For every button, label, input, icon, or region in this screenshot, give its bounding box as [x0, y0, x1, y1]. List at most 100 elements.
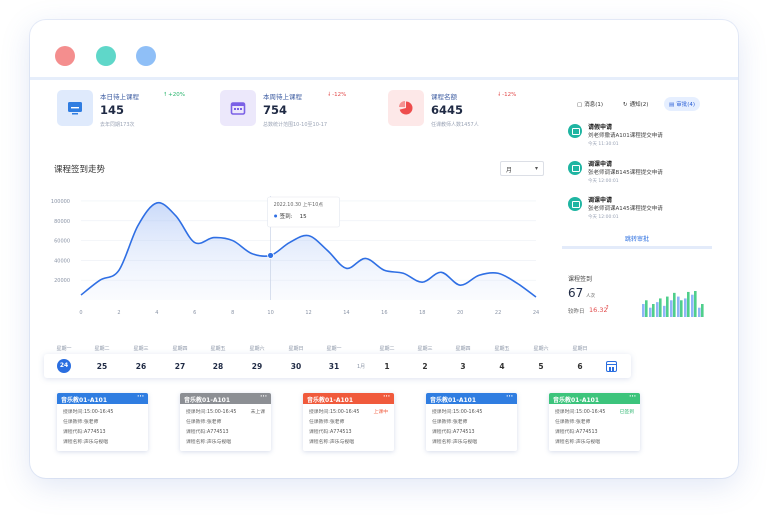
close-window-button[interactable] [55, 46, 75, 66]
date-cell[interactable]: 31 [328, 362, 340, 371]
document-icon: ▤ [669, 102, 675, 108]
more-options-icon[interactable]: ··· [137, 393, 144, 400]
notification-item[interactable]: 调课申请 张老师调课A145课程提交申请 今天 12:00:01 [568, 195, 708, 225]
course-time: 授课时间:15:00-16:45 [309, 408, 359, 415]
more-options-icon[interactable]: ··· [260, 393, 267, 400]
x-tick-label: 0 [79, 310, 82, 316]
notification-time: 今天 12:00:01 [588, 179, 619, 184]
mini-bar [673, 292, 676, 317]
period-select[interactable]: 月 ▾ [500, 161, 544, 176]
date-cell[interactable]: 28 [212, 362, 224, 371]
tab-approvals[interactable]: ▤ 审批(4) [664, 97, 700, 111]
date-cell[interactable]: 5 [538, 362, 544, 371]
field-label: 课程代码: [432, 430, 453, 435]
field-value: 声乐与视唱 [330, 440, 354, 445]
x-tick-label: 10 [267, 310, 273, 316]
approval-icon [568, 124, 582, 138]
field-label: 任课教师: [432, 420, 453, 425]
course-code: 课程代码:A774513 [432, 428, 475, 435]
weekday-label: 星期二 [379, 346, 395, 352]
signin-bar-chart [642, 291, 704, 317]
field-value: 张老师 [330, 420, 345, 425]
more-options-icon[interactable]: ··· [383, 393, 390, 400]
y-tick-label: 100000 [51, 199, 70, 205]
course-title: 音乐教01-A101 [430, 397, 477, 404]
mini-bar [663, 305, 666, 317]
course-card[interactable]: 音乐教01-A101 ··· 已签到 授课时间:15:00-16:45 任课教师:张老师… [549, 393, 640, 451]
course-title: 音乐教01-A101 [184, 397, 231, 404]
notification-item[interactable]: 调课申请 张老师调课B145课程提交申请 今天 12:00:01 [568, 159, 708, 189]
more-options-icon[interactable]: ··· [506, 393, 513, 400]
field-value: 15:00-16:45 [576, 410, 606, 415]
weekday-label: 星期一 [56, 346, 72, 352]
course-teacher: 任课教师:张老师 [432, 418, 467, 425]
course-time: 授课时间:15:00-16:45 [186, 408, 236, 415]
course-name: 课程名称:声乐与视唱 [555, 438, 600, 445]
date-cell[interactable]: 29 [251, 362, 263, 371]
field-label: 课程代码: [186, 430, 207, 435]
field-label: 任课教师: [186, 420, 207, 425]
date-cell[interactable]: 25 [96, 362, 108, 371]
field-value: 张老师 [84, 420, 99, 425]
x-tick-label: 18 [419, 310, 425, 316]
stat-week-courses: 本周待上课程 754 总数统计范围10-10至10-17 🠗 -12% [220, 87, 370, 143]
field-label: 课程名称: [432, 440, 453, 445]
tab-messages[interactable]: ▢ 消息(1) [577, 102, 603, 108]
maximize-window-button[interactable] [136, 46, 156, 66]
y-tick-label: 60000 [54, 239, 70, 245]
mini-bar [684, 298, 687, 317]
x-tick-label: 22 [495, 310, 501, 316]
date-cell[interactable]: 27 [174, 362, 186, 371]
course-code: 课程代码:A774513 [555, 428, 598, 435]
signin-summary: 课程签到 67 人次 较昨日 16.32 ↑ [568, 273, 708, 323]
minimize-window-button[interactable] [96, 46, 116, 66]
field-value: 声乐与视唱 [84, 440, 108, 445]
stat-course-quota: 课程名额 6445 任课教师人数1457人 🠗 -12% [388, 87, 528, 143]
date-cell[interactable]: 6 [577, 362, 583, 371]
x-tick-label: 4 [155, 310, 158, 316]
notification-title: 调课申请 [588, 197, 613, 204]
weekday-label: 星期五 [210, 346, 226, 352]
date-cell[interactable]: 4 [499, 362, 505, 371]
course-code: 课程代码:A774513 [186, 428, 229, 435]
field-label: 课程代码: [63, 430, 84, 435]
mini-bar [649, 307, 652, 317]
field-value: 张老师 [453, 420, 468, 425]
y-tick-label: 80000 [54, 219, 70, 225]
notification-item[interactable]: 请假申请 刘老师撒请A101课程提交申请 今天 11:30:01 [568, 122, 708, 152]
notification-title: 请假申请 [588, 124, 613, 131]
course-card[interactable]: 音乐教01-A101 ··· 未上课 授课时间:15:00-16:45 任课教师:张老师… [180, 393, 271, 451]
course-card-header: 音乐教01-A101 ··· [303, 393, 394, 404]
date-cell[interactable]: 24 [57, 359, 71, 373]
tooltip-date: 2022.10.30 上午10点 [274, 201, 324, 208]
course-code: 课程代码:A774513 [309, 428, 352, 435]
series-area [81, 202, 536, 300]
mini-bar [698, 307, 701, 317]
course-card[interactable]: 音乐教01-A101 ··· 上课中 授课时间:15:00-16:45 任课教师:张老师… [303, 393, 394, 451]
course-name: 课程名称:声乐与视唱 [309, 438, 354, 445]
approval-icon [568, 197, 582, 211]
window-titlebar [30, 20, 738, 80]
date-cell[interactable]: 26 [135, 362, 147, 371]
field-label: 任课教师: [555, 420, 576, 425]
arrow-down-icon: 🠗 [498, 92, 501, 98]
course-card[interactable]: 音乐教01-A101 ··· 授课时间:15:00-16:45 任课教师:张老师 课程代… [57, 393, 148, 451]
mini-bar [656, 302, 659, 317]
more-options-icon[interactable]: ··· [629, 393, 636, 400]
stat-change: 🠕 +20% [164, 92, 185, 98]
course-code: 课程代码:A774513 [63, 428, 106, 435]
mini-bar [659, 298, 662, 317]
course-card[interactable]: 音乐教01-A101 ··· 授课时间:15:00-16:45 任课教师:张老师 课程代… [426, 393, 517, 451]
course-time: 授课时间:15:00-16:45 [555, 408, 605, 415]
goto-approval-link[interactable]: 跳转审批 [624, 236, 649, 243]
date-cell[interactable]: 2 [422, 362, 428, 371]
calendar-icon[interactable] [606, 361, 617, 372]
date-cell[interactable]: 3 [460, 362, 466, 371]
date-cell[interactable]: 1 [384, 362, 390, 371]
stat-subtext: 去年同期173次 [100, 122, 135, 128]
date-cell[interactable]: 30 [290, 362, 302, 371]
x-tick-label: 16 [381, 310, 387, 316]
tab-notices[interactable]: ↻ 通知(2) [623, 102, 649, 108]
field-label: 授课时间: [432, 410, 453, 415]
